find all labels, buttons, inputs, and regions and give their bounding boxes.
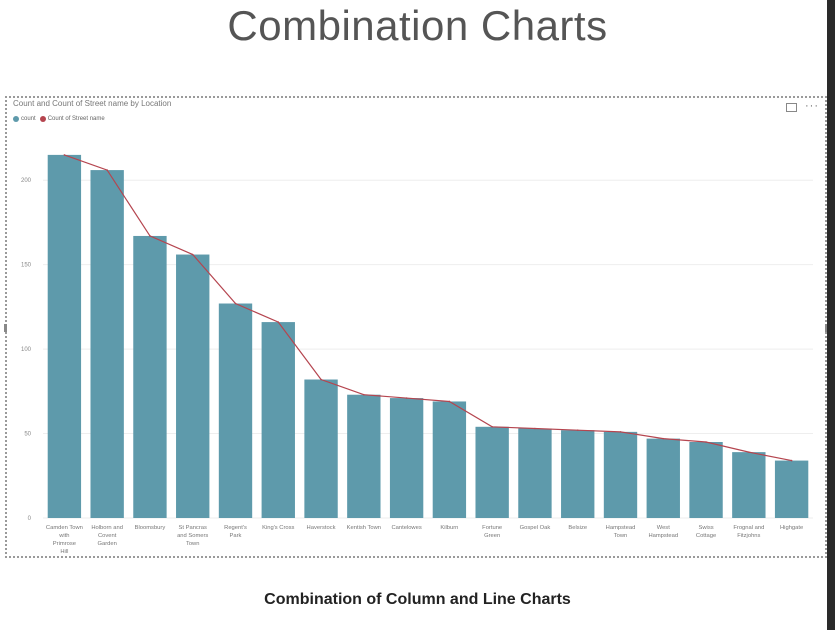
x-tick-label-2: Bloomsbury <box>135 525 166 531</box>
line-series <box>64 154 792 462</box>
bar-2 <box>133 235 167 518</box>
resize-handle-left[interactable] <box>4 324 7 332</box>
bar-9 <box>432 401 467 518</box>
line-point-16 <box>748 451 750 453</box>
x-tick-label-12: Belsize <box>568 525 587 531</box>
y-tick-label-100: 100 <box>21 347 32 353</box>
y-tick-label-50: 50 <box>24 432 31 438</box>
x-tick-label-8: Cantelowes <box>391 525 421 531</box>
line-point-12 <box>576 429 579 431</box>
x-tick-label-13: Hampstead Town <box>606 525 636 539</box>
more-options-icon[interactable]: ··· <box>805 100 819 112</box>
line-point-0 <box>63 154 66 156</box>
line-point-7 <box>363 393 365 396</box>
chart-visual[interactable]: Count and Count of Street name by Locati… <box>4 96 828 558</box>
x-tick-label-14: West Hampstead <box>648 525 678 539</box>
legend-item-street[interactable]: Count of Street name <box>39 116 105 122</box>
x-tick-label-15: Swiss Cottage <box>696 525 716 539</box>
legend-dot-street <box>39 116 46 122</box>
x-tick-label-0: Camden Town with Primrose Hill <box>46 525 83 555</box>
x-tick-label-10: Fortune Green <box>482 525 502 539</box>
y-tick-label-0: 0 <box>28 516 32 522</box>
x-tick-label-5: King's Cross <box>262 525 294 531</box>
bar-16 <box>732 452 766 518</box>
line-point-13 <box>619 431 622 433</box>
line-point-4 <box>234 302 237 305</box>
focus-mode-icon[interactable] <box>786 103 797 112</box>
slide-caption: Combination of Column and Line Charts <box>264 591 571 608</box>
chart-legend: count Count of Street name <box>13 116 105 122</box>
x-tick-label-1: Holborn and Covent Garden <box>91 525 123 547</box>
line-point-1 <box>106 169 108 171</box>
bar-10 <box>475 426 509 518</box>
bar-8 <box>389 398 424 518</box>
line-point-14 <box>662 437 665 440</box>
legend-dot-count <box>13 116 19 122</box>
resize-handle-right[interactable] <box>825 324 828 332</box>
line-point-10 <box>491 426 493 428</box>
line-point-17 <box>790 459 793 462</box>
line-point-3 <box>191 253 194 256</box>
bar-5 <box>261 322 295 518</box>
bar-12 <box>561 430 595 518</box>
y-tick-label-150: 150 <box>21 263 32 269</box>
bar-13 <box>603 431 638 518</box>
x-tick-label-11: Gospel Oak <box>520 525 551 531</box>
bar-3 <box>176 254 210 519</box>
x-tick-label-17: Highgate <box>780 525 803 531</box>
line-point-5 <box>277 321 280 323</box>
legend-label-street: Count of Street name <box>47 116 105 122</box>
x-tick-label-16: Frognal and Fitzjohns <box>733 525 764 539</box>
legend-item-count[interactable]: count <box>13 116 36 122</box>
bar-15 <box>689 442 723 518</box>
line-point-6 <box>320 378 322 381</box>
bar-0 <box>47 154 82 518</box>
x-tick-label-7: Kentish Town <box>347 525 381 531</box>
bar-11 <box>518 428 552 518</box>
window-edge <box>827 0 835 630</box>
chart-title: Count and Count of Street name by Locati… <box>13 99 172 108</box>
x-tick-label-3: St Pancras and Somers Town <box>177 525 208 547</box>
line-point-15 <box>705 441 707 443</box>
line-point-9 <box>448 400 451 403</box>
y-tick-label-200: 200 <box>21 178 32 184</box>
combo-chart: 0 50 100 150 200 Camden Town with Primrose Hill H… <box>21 154 813 555</box>
bar-1 <box>90 170 124 518</box>
legend-label-count: count <box>21 116 36 122</box>
line-point-2 <box>149 235 151 237</box>
line-point-11 <box>534 427 536 430</box>
x-tick-label-6: Haverstock <box>307 525 336 531</box>
bar-7 <box>347 394 381 518</box>
x-tick-label-4: Regent's Park <box>224 525 247 539</box>
x-tick-label-9: Kilburn <box>440 525 458 531</box>
bar-14 <box>646 438 680 518</box>
bar-4 <box>218 303 253 518</box>
bar-17 <box>774 460 809 518</box>
bar-6 <box>304 379 338 518</box>
slide-title: Combination Charts <box>227 2 608 49</box>
line-point-8 <box>405 397 408 399</box>
